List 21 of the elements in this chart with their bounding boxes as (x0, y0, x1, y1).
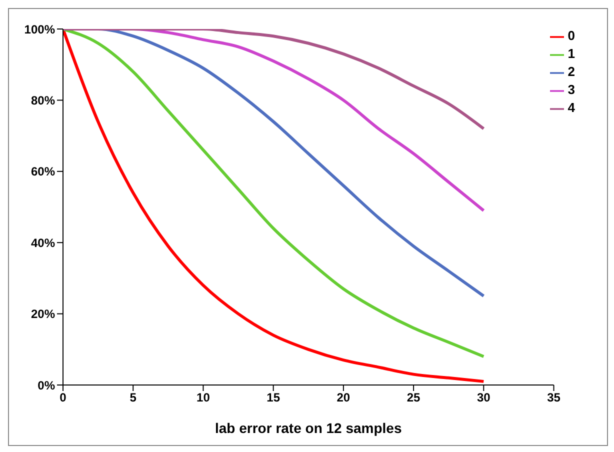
y-tick-label: 80% (30, 93, 56, 108)
legend-label: 1 (568, 46, 575, 61)
y-tick-label: 40% (30, 236, 56, 250)
x-tick-label: 5 (130, 390, 137, 405)
y-tick-label: 60% (30, 164, 56, 179)
legend-label: 2 (568, 64, 575, 79)
y-tick-label: 100% (24, 22, 56, 36)
x-tick-label: 35 (547, 390, 561, 405)
x-tick-label: 25 (406, 390, 421, 405)
legend-label: 3 (568, 82, 575, 97)
x-axis-title: lab error rate on 12 samples (215, 420, 402, 436)
x-tick-label: 0 (60, 390, 67, 405)
legend-label: 4 (568, 100, 575, 115)
line-series (63, 29, 486, 130)
x-tick-label: 15 (266, 390, 280, 405)
x-tick-label: 10 (196, 390, 210, 405)
x-tick-label: 20 (336, 390, 350, 405)
legend-label: 0 (568, 28, 575, 43)
y-tick-label: 20% (30, 307, 56, 322)
y-tick-label: 0% (38, 378, 56, 392)
x-tick-label: 30 (476, 390, 491, 405)
